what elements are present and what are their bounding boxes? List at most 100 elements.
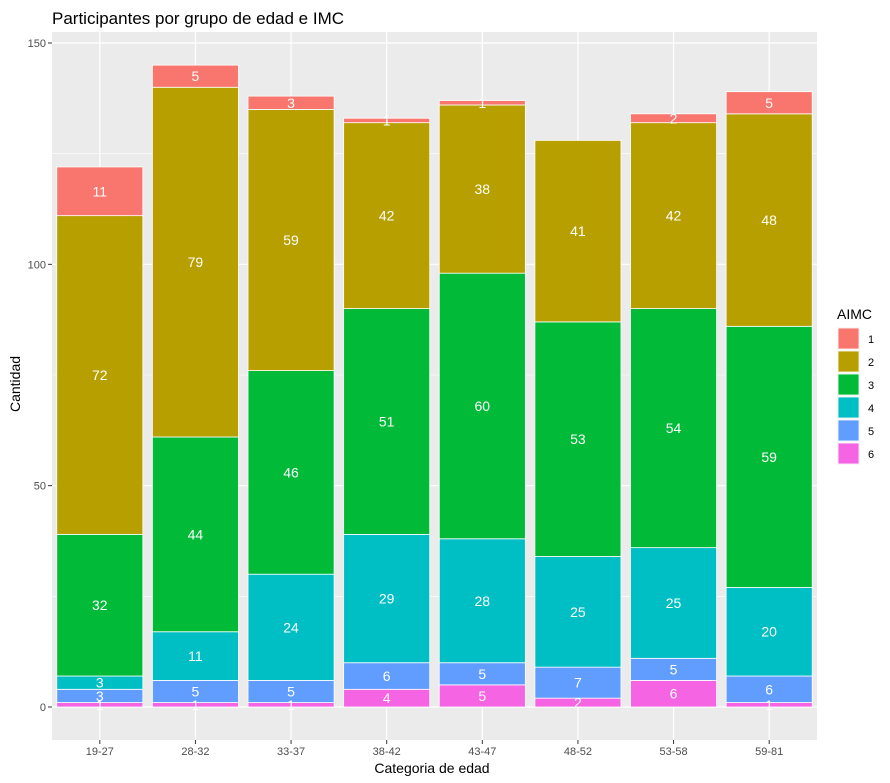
bar-segment bbox=[56, 215, 144, 535]
bar-value-label: 1 bbox=[478, 95, 486, 111]
bar-value-label: 11 bbox=[93, 183, 108, 199]
bar-value-label: 1 bbox=[96, 697, 104, 713]
legend-swatch bbox=[837, 419, 860, 442]
x-tick-label: 28-32 bbox=[181, 746, 209, 758]
bar-segment bbox=[725, 587, 813, 677]
x-axis-title: Categoria de edad bbox=[374, 760, 489, 776]
bar-segment bbox=[534, 321, 622, 557]
bar-value-label: 3 bbox=[96, 675, 104, 691]
bar-value-label: 32 bbox=[92, 597, 108, 613]
bar-segment bbox=[438, 272, 526, 540]
bar-segment bbox=[534, 666, 622, 699]
bar-labels: 1333272111511447951524465934629514215528… bbox=[92, 68, 777, 713]
y-tick-label: 150 bbox=[28, 38, 46, 50]
bar-value-label: 24 bbox=[283, 619, 299, 635]
legend-label: 5 bbox=[868, 426, 874, 438]
bars bbox=[56, 64, 813, 708]
y-tick-label: 50 bbox=[34, 481, 46, 493]
bar-segment bbox=[247, 109, 335, 371]
bar-value-label: 6 bbox=[765, 681, 773, 697]
bar-segment bbox=[247, 95, 335, 110]
bar-value-label: 48 bbox=[761, 212, 777, 228]
x-tick-label: 59-81 bbox=[755, 746, 783, 758]
x-axis: 19-27 28-32 33-37 38-42 43-47 48-52 53-58 59-81 bbox=[86, 740, 783, 758]
bar-segment bbox=[438, 104, 526, 274]
bar-value-label: 5 bbox=[287, 684, 295, 700]
bar-value-label: 54 bbox=[666, 420, 682, 436]
bar-value-label: 53 bbox=[570, 431, 586, 447]
bar-segment bbox=[630, 547, 717, 659]
bar-segment bbox=[630, 113, 717, 124]
bar-value-label: 3 bbox=[287, 95, 295, 111]
bar-segment bbox=[56, 533, 144, 677]
y-tick-label: 100 bbox=[28, 259, 46, 271]
legend-swatch bbox=[837, 396, 860, 419]
bar-value-label: 28 bbox=[475, 593, 491, 609]
bar-value-label: 11 bbox=[188, 648, 203, 664]
legend-swatch bbox=[837, 350, 860, 373]
bar-value-label: 5 bbox=[670, 661, 678, 677]
y-axis-title: Cantidad bbox=[7, 356, 23, 412]
bar-value-label: 1 bbox=[383, 112, 391, 128]
bar-value-label: 2 bbox=[574, 695, 582, 711]
bar-segment bbox=[534, 139, 622, 323]
bar-value-label: 5 bbox=[765, 95, 773, 111]
bar-segment bbox=[438, 100, 526, 106]
bar-value-label: 38 bbox=[475, 181, 491, 197]
bar-value-label: 59 bbox=[283, 232, 299, 248]
bar-segment bbox=[152, 631, 239, 681]
bar-segment bbox=[247, 370, 335, 575]
legend-label: 2 bbox=[868, 357, 874, 369]
legend: AIMC 1 2 3 4 5 6 bbox=[837, 306, 874, 465]
legend-label: 4 bbox=[868, 403, 874, 415]
bar-value-label: 1 bbox=[287, 697, 295, 713]
bar-segment bbox=[247, 573, 335, 681]
bar-value-label: 1 bbox=[192, 697, 200, 713]
bar-value-label: 6 bbox=[383, 668, 391, 684]
bar-value-label: 5 bbox=[478, 666, 486, 682]
legend-label: 3 bbox=[868, 380, 874, 392]
bar-value-label: 20 bbox=[761, 624, 777, 640]
x-tick-label: 38-42 bbox=[373, 746, 401, 758]
bar-value-label: 42 bbox=[379, 208, 395, 224]
bar-segment bbox=[630, 308, 717, 549]
bar-value-label: 79 bbox=[188, 254, 204, 270]
bar-value-label: 59 bbox=[761, 449, 777, 465]
bar-value-label: 46 bbox=[283, 464, 299, 480]
bar-value-label: 41 bbox=[570, 223, 586, 239]
bar-value-label: 60 bbox=[475, 398, 491, 414]
bar-value-label: 2 bbox=[670, 110, 678, 126]
bar-value-label: 3 bbox=[96, 688, 104, 704]
bar-value-label: 42 bbox=[666, 208, 682, 224]
legend-swatch bbox=[837, 373, 860, 396]
legend-swatch bbox=[837, 327, 860, 350]
bar-value-label: 51 bbox=[379, 413, 395, 429]
bar-value-label: 1 bbox=[765, 697, 773, 713]
bar-segment bbox=[438, 538, 526, 664]
bar-segment bbox=[343, 308, 431, 535]
bar-segment bbox=[343, 117, 431, 124]
legend-title: AIMC bbox=[837, 306, 872, 322]
bar-segment bbox=[343, 122, 431, 309]
chart-title: Participantes por grupo de edad e IMC bbox=[52, 9, 344, 28]
bar-value-label: 6 bbox=[670, 686, 678, 702]
bar-segment bbox=[343, 533, 431, 664]
bar-value-label: 29 bbox=[379, 591, 395, 607]
bar-value-label: 5 bbox=[192, 684, 200, 700]
legend-label: 6 bbox=[868, 449, 874, 461]
y-axis: 0 50 100 150 bbox=[28, 38, 52, 714]
bar-value-label: 5 bbox=[478, 688, 486, 704]
legend-swatch bbox=[837, 442, 860, 465]
bar-value-label: 5 bbox=[192, 68, 200, 84]
x-tick-label: 43-47 bbox=[468, 746, 496, 758]
bar-segment bbox=[152, 86, 239, 438]
x-tick-label: 53-58 bbox=[659, 746, 687, 758]
x-tick-label: 19-27 bbox=[86, 746, 114, 758]
legend-label: 1 bbox=[868, 334, 874, 346]
y-tick-label: 0 bbox=[40, 702, 46, 714]
bar-segment bbox=[725, 91, 813, 115]
bar-value-label: 44 bbox=[188, 526, 204, 542]
bar-segment bbox=[56, 166, 144, 217]
bar-segment bbox=[343, 662, 431, 690]
